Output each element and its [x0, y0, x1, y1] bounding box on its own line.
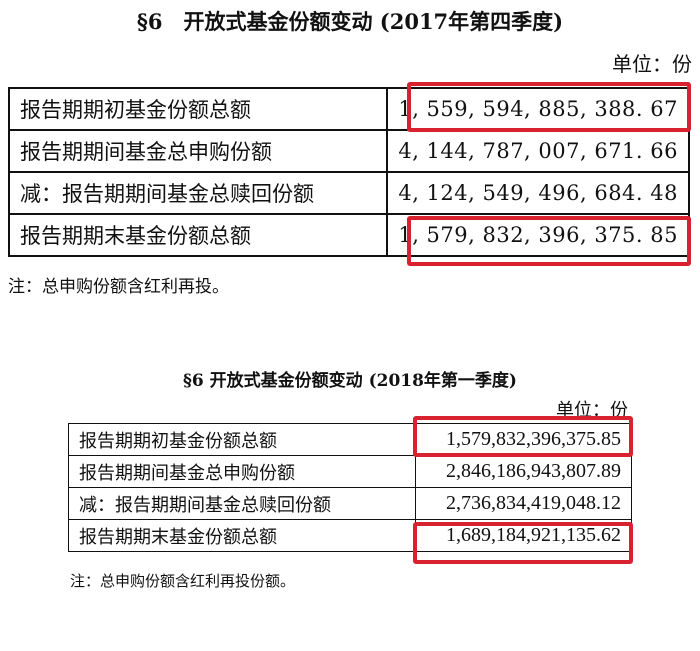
row-label: 报告期期末基金份额总额 [7, 213, 389, 257]
unit-label-2018q1: 单位：份 [556, 400, 628, 421]
highlight-box [413, 416, 633, 457]
table-row: 报告期期间基金总申购份额 2,846,186,943,807.89 [68, 455, 632, 488]
table-row: 减：报告期期间基金总赎回份额 2,736,834,419,048.12 [68, 487, 632, 520]
table-row: 报告期期初基金份额总额 1,579,832,396,375.85 [68, 423, 632, 456]
table-row: 报告期期末基金份额总额 1,689,184,921,135.62 [68, 519, 632, 552]
table-row: 报告期期末基金份额总额 1, 579, 832, 396, 375. 85 [7, 213, 690, 257]
row-label: 报告期期间基金总申购份额 [68, 455, 416, 488]
table-row: 减：报告期期间基金总赎回份额 4, 124, 549, 496, 684. 48 [7, 171, 690, 215]
row-value: 1, 579, 832, 396, 375. 85 [386, 213, 690, 257]
row-value: 1, 559, 594, 885, 388. 67 [386, 87, 690, 131]
row-value: 2,846,186,943,807.89 [415, 455, 632, 488]
row-value: 4, 144, 787, 007, 671. 66 [386, 129, 690, 173]
row-label: 减：报告期期间基金总赎回份额 [68, 487, 416, 520]
row-label: 减：报告期期间基金总赎回份额 [7, 171, 389, 215]
row-label: 报告期期初基金份额总额 [68, 423, 416, 456]
row-label: 报告期期末基金份额总额 [68, 519, 416, 552]
table-note-2018q1: 注：总申购份额含红利再投份额。 [70, 572, 296, 590]
row-value: 2,736,834,419,048.12 [415, 487, 632, 520]
row-value: 1,579,832,396,375.85 [415, 423, 632, 456]
table-row: 报告期期间基金总申购份额 4, 144, 787, 007, 671. 66 [7, 129, 690, 173]
row-label: 报告期期间基金总申购份额 [7, 129, 389, 173]
highlight-box [407, 82, 691, 132]
table-row: 报告期期初基金份额总额 1, 559, 594, 885, 388. 67 [7, 87, 690, 131]
highlight-box [407, 216, 691, 266]
table-note-2017q4: 注：总申购份额含红利再投。 [8, 277, 229, 297]
row-value: 4, 124, 549, 496, 684. 48 [386, 171, 690, 215]
row-label: 报告期期初基金份额总额 [7, 87, 389, 131]
fund-share-table-2018q1: 报告期期初基金份额总额 1,579,832,396,375.85 报告期期间基金总… [68, 423, 632, 552]
section-title-2018q1: §6 开放式基金份额变动 (2018年第一季度) [183, 371, 517, 391]
fund-share-table-2017q4: 报告期期初基金份额总额 1, 559, 594, 885, 388. 67 报告期… [7, 87, 690, 257]
highlight-box [413, 522, 633, 564]
unit-label-2017q4: 单位：份 [612, 52, 692, 76]
section-title-2017q4: §6 开放式基金份额变动 (2017年第四季度) [136, 9, 564, 34]
